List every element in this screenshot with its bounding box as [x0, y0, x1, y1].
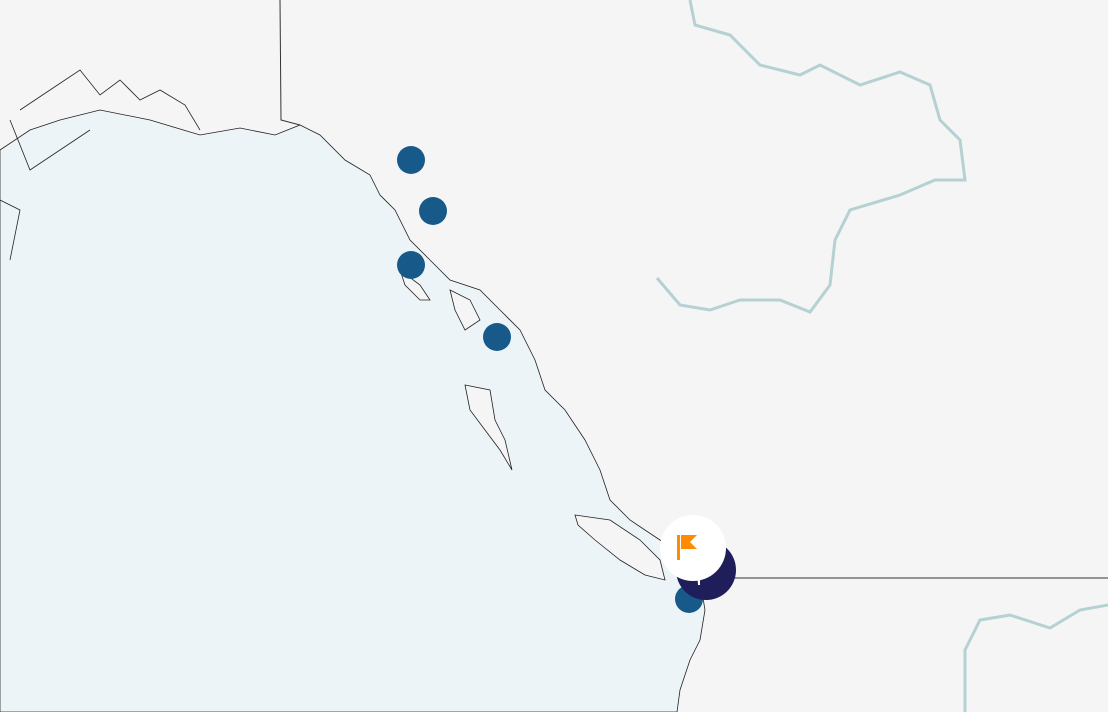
ocean — [0, 109, 706, 712]
map-marker[interactable] — [483, 323, 511, 351]
map-marker[interactable] — [419, 197, 447, 225]
flag-icon — [677, 535, 697, 560]
selected-marker[interactable] — [660, 515, 736, 600]
map-marker[interactable] — [397, 146, 425, 174]
river — [963, 603, 1108, 712]
river — [655, 0, 967, 314]
border-alaska-canada — [279, 0, 301, 126]
map-marker[interactable] — [397, 251, 425, 279]
alaska-coast — [0, 69, 201, 261]
islands — [399, 268, 666, 581]
